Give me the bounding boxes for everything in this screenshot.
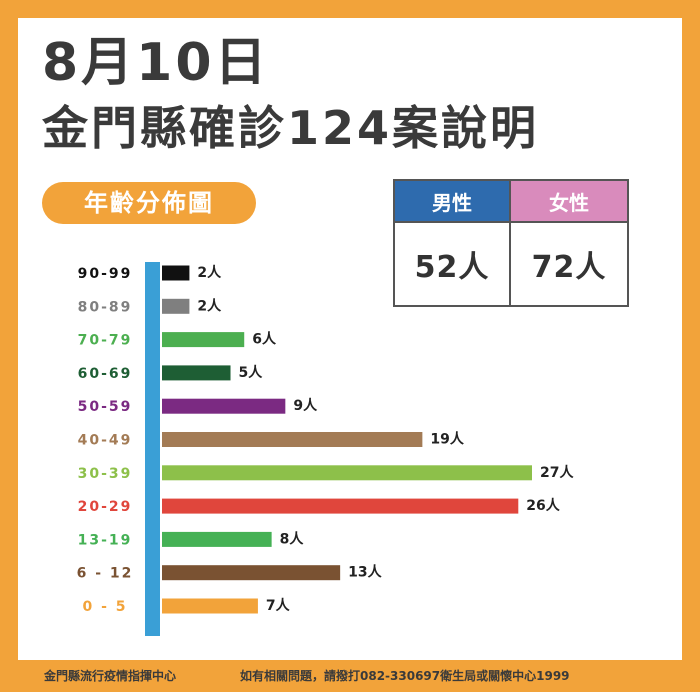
value-label: 2人 [197, 297, 222, 314]
age-distribution-chart: 90-99 2人 80-89 2人 70-79 6人 60-69 5人 50-59 9人 40-49… [77, 262, 574, 636]
value-label: 26人 [526, 497, 560, 514]
bar [162, 465, 532, 481]
bar [162, 598, 258, 614]
category-label: 40-49 [78, 433, 133, 449]
female-count: 72人 [531, 250, 607, 285]
bar [162, 531, 272, 547]
section-label-pill: 年齡分佈圖 [42, 182, 256, 224]
category-label: 6 - 12 [77, 566, 134, 582]
male-count: 52人 [395, 223, 511, 305]
value-label: 13人 [348, 564, 382, 581]
footer: 金門縣流行疫情指揮中心 如有相關問題，請撥打082-330697衛生局或關懷中心… [0, 667, 700, 685]
footer-contact-info: 如有相關問題，請撥打082-330697衛生局或關懷中心1999 [240, 669, 570, 683]
gender-table: 男性 女性 52人 72人 [393, 179, 629, 307]
bar [162, 432, 423, 447]
category-label: 30-39 [78, 466, 133, 482]
value-label: 27人 [540, 464, 574, 481]
value-label: 2人 [197, 264, 222, 281]
value-label: 9人 [293, 397, 318, 414]
female-header: 女性 [511, 181, 627, 223]
category-label: 90-99 [78, 266, 133, 282]
chart-axis [145, 262, 160, 636]
content-card [18, 18, 682, 660]
category-label: 50-59 [78, 399, 133, 415]
category-label: 80-89 [78, 299, 133, 315]
category-label: 0 - 5 [82, 599, 127, 615]
value-label: 7人 [266, 597, 291, 614]
category-label: 13-19 [78, 532, 133, 548]
value-label: 6人 [252, 331, 277, 348]
category-label: 70-79 [78, 333, 133, 349]
value-label: 5人 [239, 364, 264, 381]
category-label: 60-69 [78, 366, 133, 382]
bar [162, 498, 519, 514]
bar [162, 398, 286, 414]
footer-org-name: 金門縣流行疫情指揮中心 [44, 669, 177, 683]
bar [162, 265, 190, 281]
value-label: 8人 [280, 530, 305, 547]
male-header: 男性 [395, 181, 511, 223]
value-label: 19人 [430, 431, 464, 448]
page-title-case: 金門縣確診124案說明 [42, 101, 540, 155]
bar [162, 365, 231, 381]
category-label: 20-29 [78, 499, 133, 515]
bar [162, 298, 190, 314]
bar [162, 332, 245, 348]
page-title-date: 8月10日 [42, 33, 270, 93]
bar [162, 565, 341, 581]
